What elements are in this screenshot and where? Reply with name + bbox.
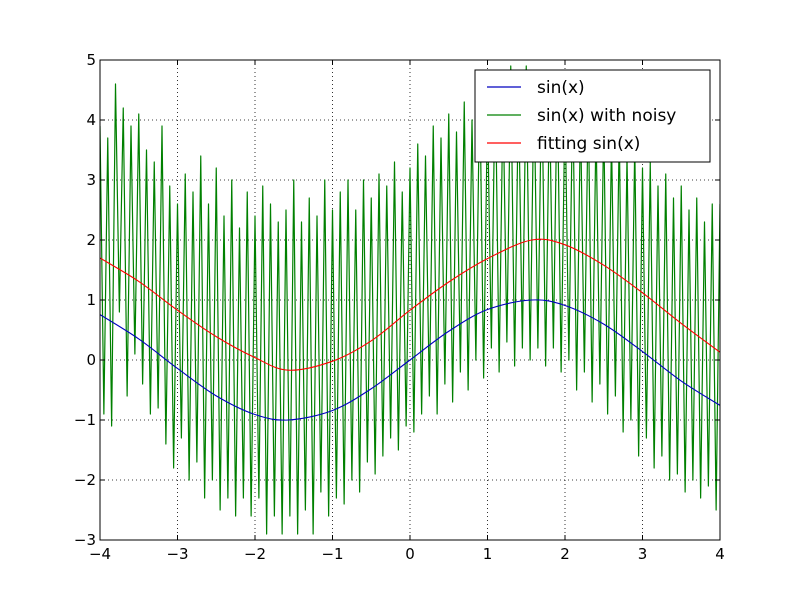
x-tick-label: −3 — [166, 545, 188, 563]
series-layer — [100, 65, 720, 535]
y-tick-label: 3 — [86, 171, 96, 189]
y-tick-label: −3 — [74, 531, 96, 549]
y-tick-label: −1 — [74, 411, 96, 429]
y-tick-label: 1 — [86, 291, 96, 309]
x-tick-label: 2 — [560, 545, 570, 563]
legend-label-0: sin(x) — [537, 78, 585, 98]
x-tick-label: −1 — [321, 545, 343, 563]
y-tick-label: −2 — [74, 471, 96, 489]
series-line-1 — [100, 65, 720, 535]
x-tick-label: 1 — [483, 545, 493, 563]
x-tick-label: 0 — [405, 545, 415, 563]
x-tick-label: 4 — [715, 545, 725, 563]
series-line-2 — [100, 238, 720, 371]
y-tick-label: 0 — [86, 351, 96, 369]
y-tick-label: 4 — [86, 111, 96, 129]
x-tick-label: 3 — [638, 545, 648, 563]
x-tick-label: −2 — [244, 545, 266, 563]
x-tick-label: −4 — [89, 545, 111, 563]
y-tick-label: 2 — [86, 231, 96, 249]
series-line-0 — [100, 299, 720, 421]
legend-label-1: sin(x) with noisy — [537, 106, 676, 126]
legend-label-2: fitting sin(x) — [537, 134, 640, 154]
tick-layer — [99, 59, 721, 541]
legend: sin(x) sin(x) with noisy fitting sin(x) — [474, 69, 711, 163]
legend-box — [474, 69, 711, 163]
y-tick-label: 5 — [86, 51, 96, 69]
